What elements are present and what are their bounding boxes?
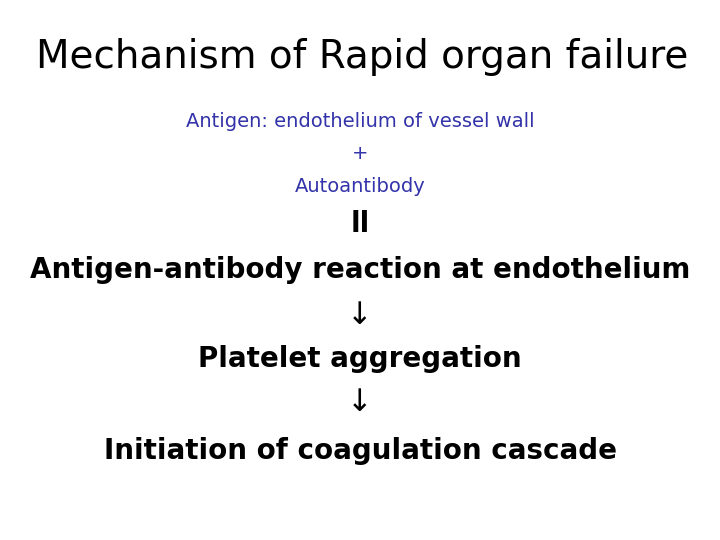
Text: Antigen: endothelium of vessel wall: Antigen: endothelium of vessel wall xyxy=(186,112,534,131)
Text: ↓: ↓ xyxy=(347,388,373,417)
Text: Autoantibody: Autoantibody xyxy=(294,177,426,196)
Text: Initiation of coagulation cascade: Initiation of coagulation cascade xyxy=(104,437,616,465)
Text: Platelet aggregation: Platelet aggregation xyxy=(198,345,522,373)
Text: Antigen-antibody reaction at endothelium: Antigen-antibody reaction at endothelium xyxy=(30,256,690,284)
Text: +: + xyxy=(352,144,368,164)
Text: ↓: ↓ xyxy=(347,301,373,330)
Text: Mechanism of Rapid organ failure: Mechanism of Rapid organ failure xyxy=(36,38,688,76)
Text: ll: ll xyxy=(351,210,369,238)
